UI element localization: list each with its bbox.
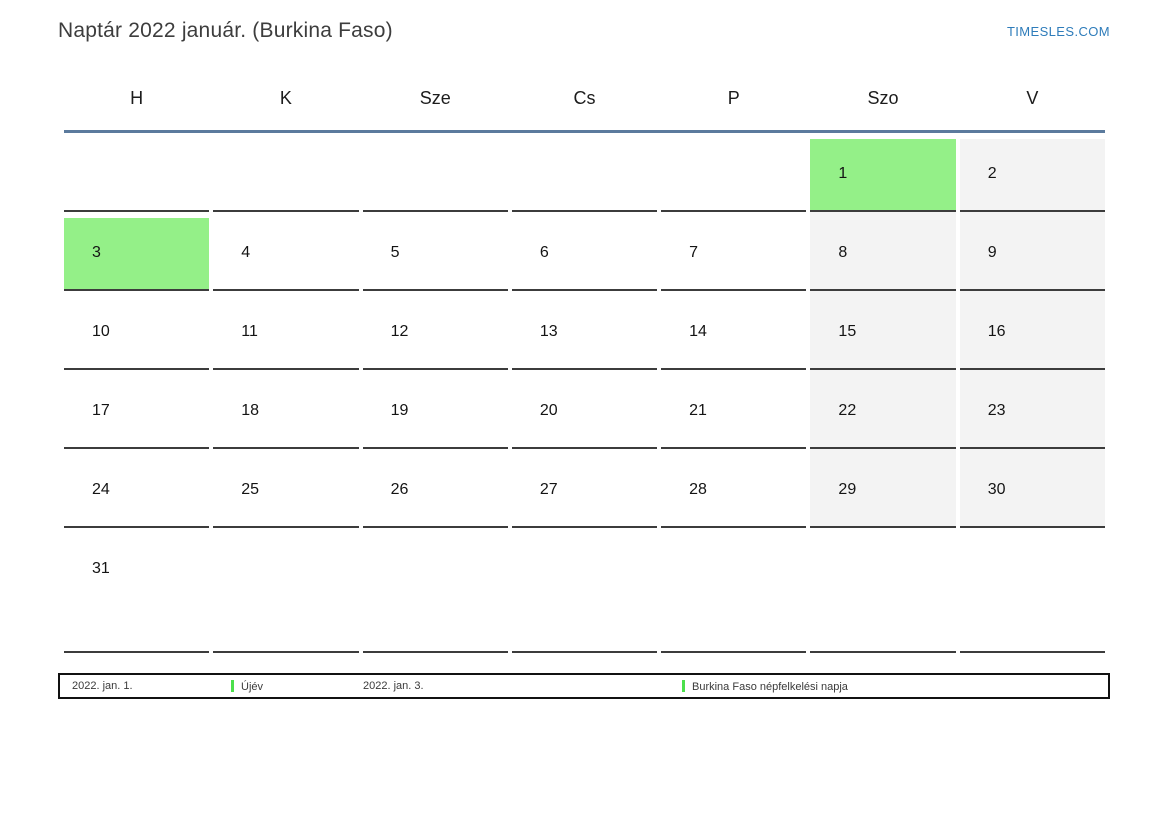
- day-number: 6: [539, 244, 549, 261]
- day-number: 26: [390, 481, 409, 498]
- day-cell-2: 2: [959, 139, 1105, 212]
- header-rule: [64, 130, 1105, 133]
- day-number: 7: [689, 244, 699, 261]
- day-number: 29: [838, 481, 857, 498]
- day-cell-10: 10: [64, 297, 210, 370]
- holiday-marker-icon: [682, 679, 685, 692]
- day-number: 12: [390, 323, 409, 340]
- weekday-header-k: K: [279, 88, 292, 108]
- day-number: 21: [689, 402, 707, 419]
- legend-label-text: Újév: [241, 680, 264, 693]
- legend-box: 2022. jan. 1. Újév 2022. jan. 3. Burkina Fa…: [58, 673, 1110, 699]
- legend-entry-label-2: Burkina Faso népfelkelési napja: [682, 679, 1108, 693]
- day-cell-5: 5: [362, 218, 508, 291]
- day-cell-11: 11: [213, 297, 359, 370]
- weekday-header-p: P: [727, 88, 740, 108]
- legend-entry-date-2: 2022. jan. 3.: [363, 680, 424, 692]
- day-cell-23: 23: [959, 376, 1105, 449]
- weekday-header-row: H K Sze Cs P Szo V: [64, 80, 1105, 116]
- day-cell-31: 31: [64, 534, 210, 653]
- day-number: 31: [92, 560, 110, 577]
- day-cell-1: 1: [810, 139, 956, 212]
- day-cell-empty: [213, 139, 359, 212]
- day-cell-empty: [64, 139, 210, 212]
- day-number: 18: [241, 402, 260, 419]
- day-cell-9: 9: [959, 218, 1105, 291]
- day-number: 5: [390, 244, 400, 261]
- page-title: Naptár 2022 január. (Burkina Faso): [58, 19, 393, 42]
- day-cell-empty: [511, 139, 658, 212]
- day-number: 24: [92, 481, 110, 498]
- day-cell-empty: [213, 534, 359, 653]
- day-cell-empty: [362, 139, 508, 212]
- day-cell-26: 26: [362, 455, 508, 528]
- day-cell-empty: [661, 534, 807, 653]
- day-number: 20: [539, 402, 558, 419]
- weekday-header-h: H: [130, 88, 144, 108]
- site-link[interactable]: TIMESLES.COM: [1006, 24, 1110, 39]
- day-cell-15: 15: [810, 297, 956, 370]
- day-number: 23: [987, 402, 1006, 419]
- day-number: 15: [838, 323, 857, 340]
- day-cell-3: 3: [64, 218, 210, 291]
- day-cell-25: 25: [213, 455, 359, 528]
- day-cell-empty: [959, 534, 1105, 653]
- day-number: 3: [92, 244, 101, 261]
- day-cell-21: 21: [661, 376, 807, 449]
- day-number: 1: [838, 165, 848, 182]
- day-cell-30: 30: [959, 455, 1105, 528]
- day-number: 8: [838, 244, 848, 261]
- day-number: 4: [241, 244, 251, 261]
- calendar-grid: 1 2 3 4 5 6 7 8 9 10 11 12 13 14 15 16 17 18 19 20 21 22 23 24 2…: [64, 139, 1105, 653]
- day-cell-12: 12: [362, 297, 508, 370]
- holiday-marker-icon: [231, 679, 234, 692]
- weekday-header-szo: Szo: [867, 88, 899, 108]
- weekend-column-background-sunday: [959, 139, 1105, 528]
- day-number: 10: [92, 323, 110, 340]
- day-number: 22: [838, 402, 857, 419]
- day-cell-19: 19: [362, 376, 508, 449]
- day-cell-20: 20: [511, 376, 658, 449]
- day-number: 2: [987, 165, 997, 182]
- day-cell-27: 27: [511, 455, 658, 528]
- day-number: 17: [92, 402, 110, 419]
- day-cell-28: 28: [661, 455, 807, 528]
- day-cell-8: 8: [810, 218, 956, 291]
- day-number: 13: [539, 323, 558, 340]
- day-number: 9: [987, 244, 997, 261]
- day-number: 30: [987, 481, 1006, 498]
- day-cell-14: 14: [661, 297, 807, 370]
- weekday-header-v: V: [1026, 88, 1039, 108]
- day-cell-13: 13: [511, 297, 658, 370]
- day-cell-empty: [661, 139, 807, 212]
- day-number: 27: [539, 481, 558, 498]
- day-number: 16: [987, 323, 1006, 340]
- day-cell-22: 22: [810, 376, 956, 449]
- day-number: 11: [241, 323, 258, 340]
- legend-entry-date-1: 2022. jan. 1.: [72, 680, 133, 692]
- day-cell-29: 29: [810, 455, 956, 528]
- legend-entry-label-1: Újév: [231, 679, 363, 693]
- day-cell-4: 4: [213, 218, 359, 291]
- day-number: 19: [390, 402, 409, 419]
- day-cell-18: 18: [213, 376, 359, 449]
- day-cell-empty: [810, 534, 956, 653]
- day-cell-24: 24: [64, 455, 210, 528]
- day-cell-empty: [362, 534, 508, 653]
- day-cell-16: 16: [959, 297, 1105, 370]
- weekday-header-cs: Cs: [573, 88, 596, 108]
- day-cell-17: 17: [64, 376, 210, 449]
- day-cell-6: 6: [511, 218, 658, 291]
- day-number: 14: [689, 323, 707, 340]
- day-cell-7: 7: [661, 218, 807, 291]
- day-number: 25: [241, 481, 260, 498]
- day-number: 28: [689, 481, 707, 498]
- weekday-header-sze: Sze: [419, 88, 451, 108]
- day-cell-empty: [511, 534, 658, 653]
- legend-label-text: Burkina Faso népfelkelési napja: [692, 680, 848, 693]
